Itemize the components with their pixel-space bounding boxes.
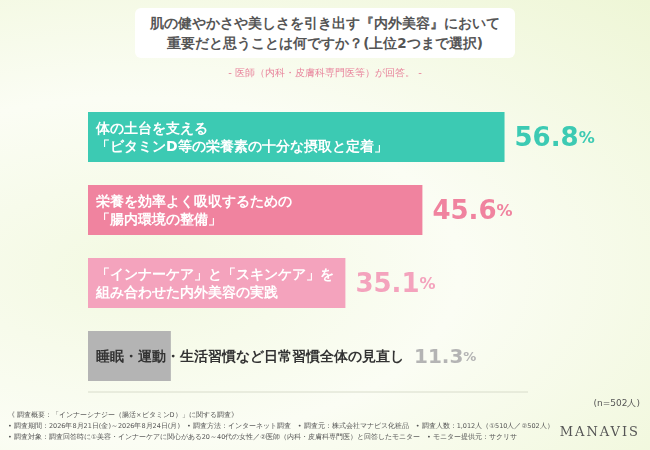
svg-text:56.8%: 56.8%	[515, 122, 595, 152]
svg-text:35.1%: 35.1%	[355, 268, 435, 298]
svg-text:11.3%: 11.3%	[414, 344, 476, 368]
html-text:(n=502人): (n=502人)	[593, 398, 640, 408]
svg-text:「ビタミンD等の栄養素の十分な摂取と定着」: 「ビタミンD等の栄養素の十分な摂取と定着」	[96, 138, 388, 154]
svg-text:組み合わせた内外美容の実践: 組み合わせた内外美容の実践	[95, 284, 278, 300]
svg-text:45.6%: 45.6%	[432, 195, 512, 225]
svg-text:栄養を効率よく吸収するための: 栄養を効率よく吸収するための	[96, 193, 292, 209]
svg-text:「インナーケア」と「スキンケア」を: 「インナーケア」と「スキンケア」を	[96, 266, 334, 282]
html-text:重要だと思うことは何ですか？(上位2つまで選択): 重要だと思うことは何ですか？(上位2つまで選択)	[167, 35, 483, 51]
svg-text:体の土台を支える: 体の土台を支える	[95, 120, 208, 136]
html-text:- 医師（内科・皮膚科専門医等）が回答。 -: - 医師（内科・皮膚科専門医等）が回答。 -	[228, 67, 422, 78]
html-text:• 調査期間：2026年8月21日(金)～2026年8月24: • 調査期間：2026年8月21日(金)～2026年8月24日(月) • 調査方…	[8, 422, 554, 430]
html-text:• 調査対象：調査回答時に①美容・インナーケアに関心がある2: • 調査対象：調査回答時に①美容・インナーケアに関心がある20～40代の女性／②…	[8, 433, 517, 441]
html-text:肌の健やかさや美しさを引き出す『内外美容』において: 肌の健やかさや美しさを引き出す『内外美容』において	[150, 15, 500, 31]
svg-text:睡眠・運動・生活習慣など日常習慣全体の見直し: 睡眠・運動・生活習慣など日常習慣全体の見直し	[96, 348, 404, 364]
svg-text:「腸内環境の整備」: 「腸内環境の整備」	[96, 211, 222, 227]
html-text:《 調査概要：「インナーシナジー（腸活×ビタミンD）」に関す: 《 調査概要：「インナーシナジー（腸活×ビタミンD）」に関する調査》	[8, 411, 238, 419]
html-text:MANAVIS: MANAVIS	[559, 424, 640, 439]
